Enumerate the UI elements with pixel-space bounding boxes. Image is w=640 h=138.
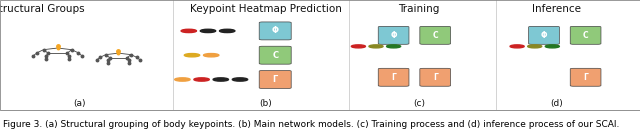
Text: Training: Training [399,4,440,14]
Bar [173,0,349,110]
Circle shape [387,45,401,48]
Text: Figure 3. (a) Structural grouping of body keypoints. (b) Main network models. (c: Figure 3. (a) Structural grouping of bod… [3,120,620,129]
Circle shape [351,45,365,48]
Text: (d): (d) [550,99,563,108]
FancyBboxPatch shape [529,26,559,44]
Bar [0,0,640,110]
Text: (a): (a) [74,99,86,108]
Text: C: C [583,31,588,40]
Text: Structural Groups: Structural Groups [0,4,84,14]
Circle shape [369,45,383,48]
Circle shape [510,45,524,48]
Text: Γ: Γ [273,75,278,84]
Circle shape [175,78,190,81]
FancyBboxPatch shape [259,22,291,40]
FancyBboxPatch shape [570,68,601,86]
FancyBboxPatch shape [570,26,601,44]
FancyBboxPatch shape [259,46,291,64]
Text: Φ: Φ [541,31,547,40]
Text: (c): (c) [413,99,425,108]
Text: C: C [433,31,438,40]
Bar [349,0,496,110]
Bar [0,0,640,110]
Text: Keypoint Heatmap Prediction: Keypoint Heatmap Prediction [189,4,342,14]
Circle shape [545,45,559,48]
Text: Γ: Γ [391,73,396,82]
Text: Φ: Φ [390,31,397,40]
Text: Φ: Φ [272,26,278,35]
Circle shape [194,78,209,81]
Text: Inference: Inference [532,4,581,14]
FancyBboxPatch shape [420,68,451,86]
Text: Γ: Γ [583,73,588,82]
Text: C: C [272,51,278,60]
Text: (b): (b) [259,99,272,108]
FancyBboxPatch shape [259,71,291,88]
Circle shape [200,29,216,33]
Bar [0,0,173,110]
Text: Γ: Γ [433,73,438,82]
Circle shape [184,54,200,57]
Circle shape [204,54,219,57]
Circle shape [213,78,228,81]
Circle shape [220,29,235,33]
FancyBboxPatch shape [378,26,409,44]
Bar [496,0,640,110]
FancyBboxPatch shape [420,26,451,44]
Circle shape [181,29,196,33]
Circle shape [232,78,248,81]
FancyBboxPatch shape [378,68,409,86]
Circle shape [528,45,541,48]
